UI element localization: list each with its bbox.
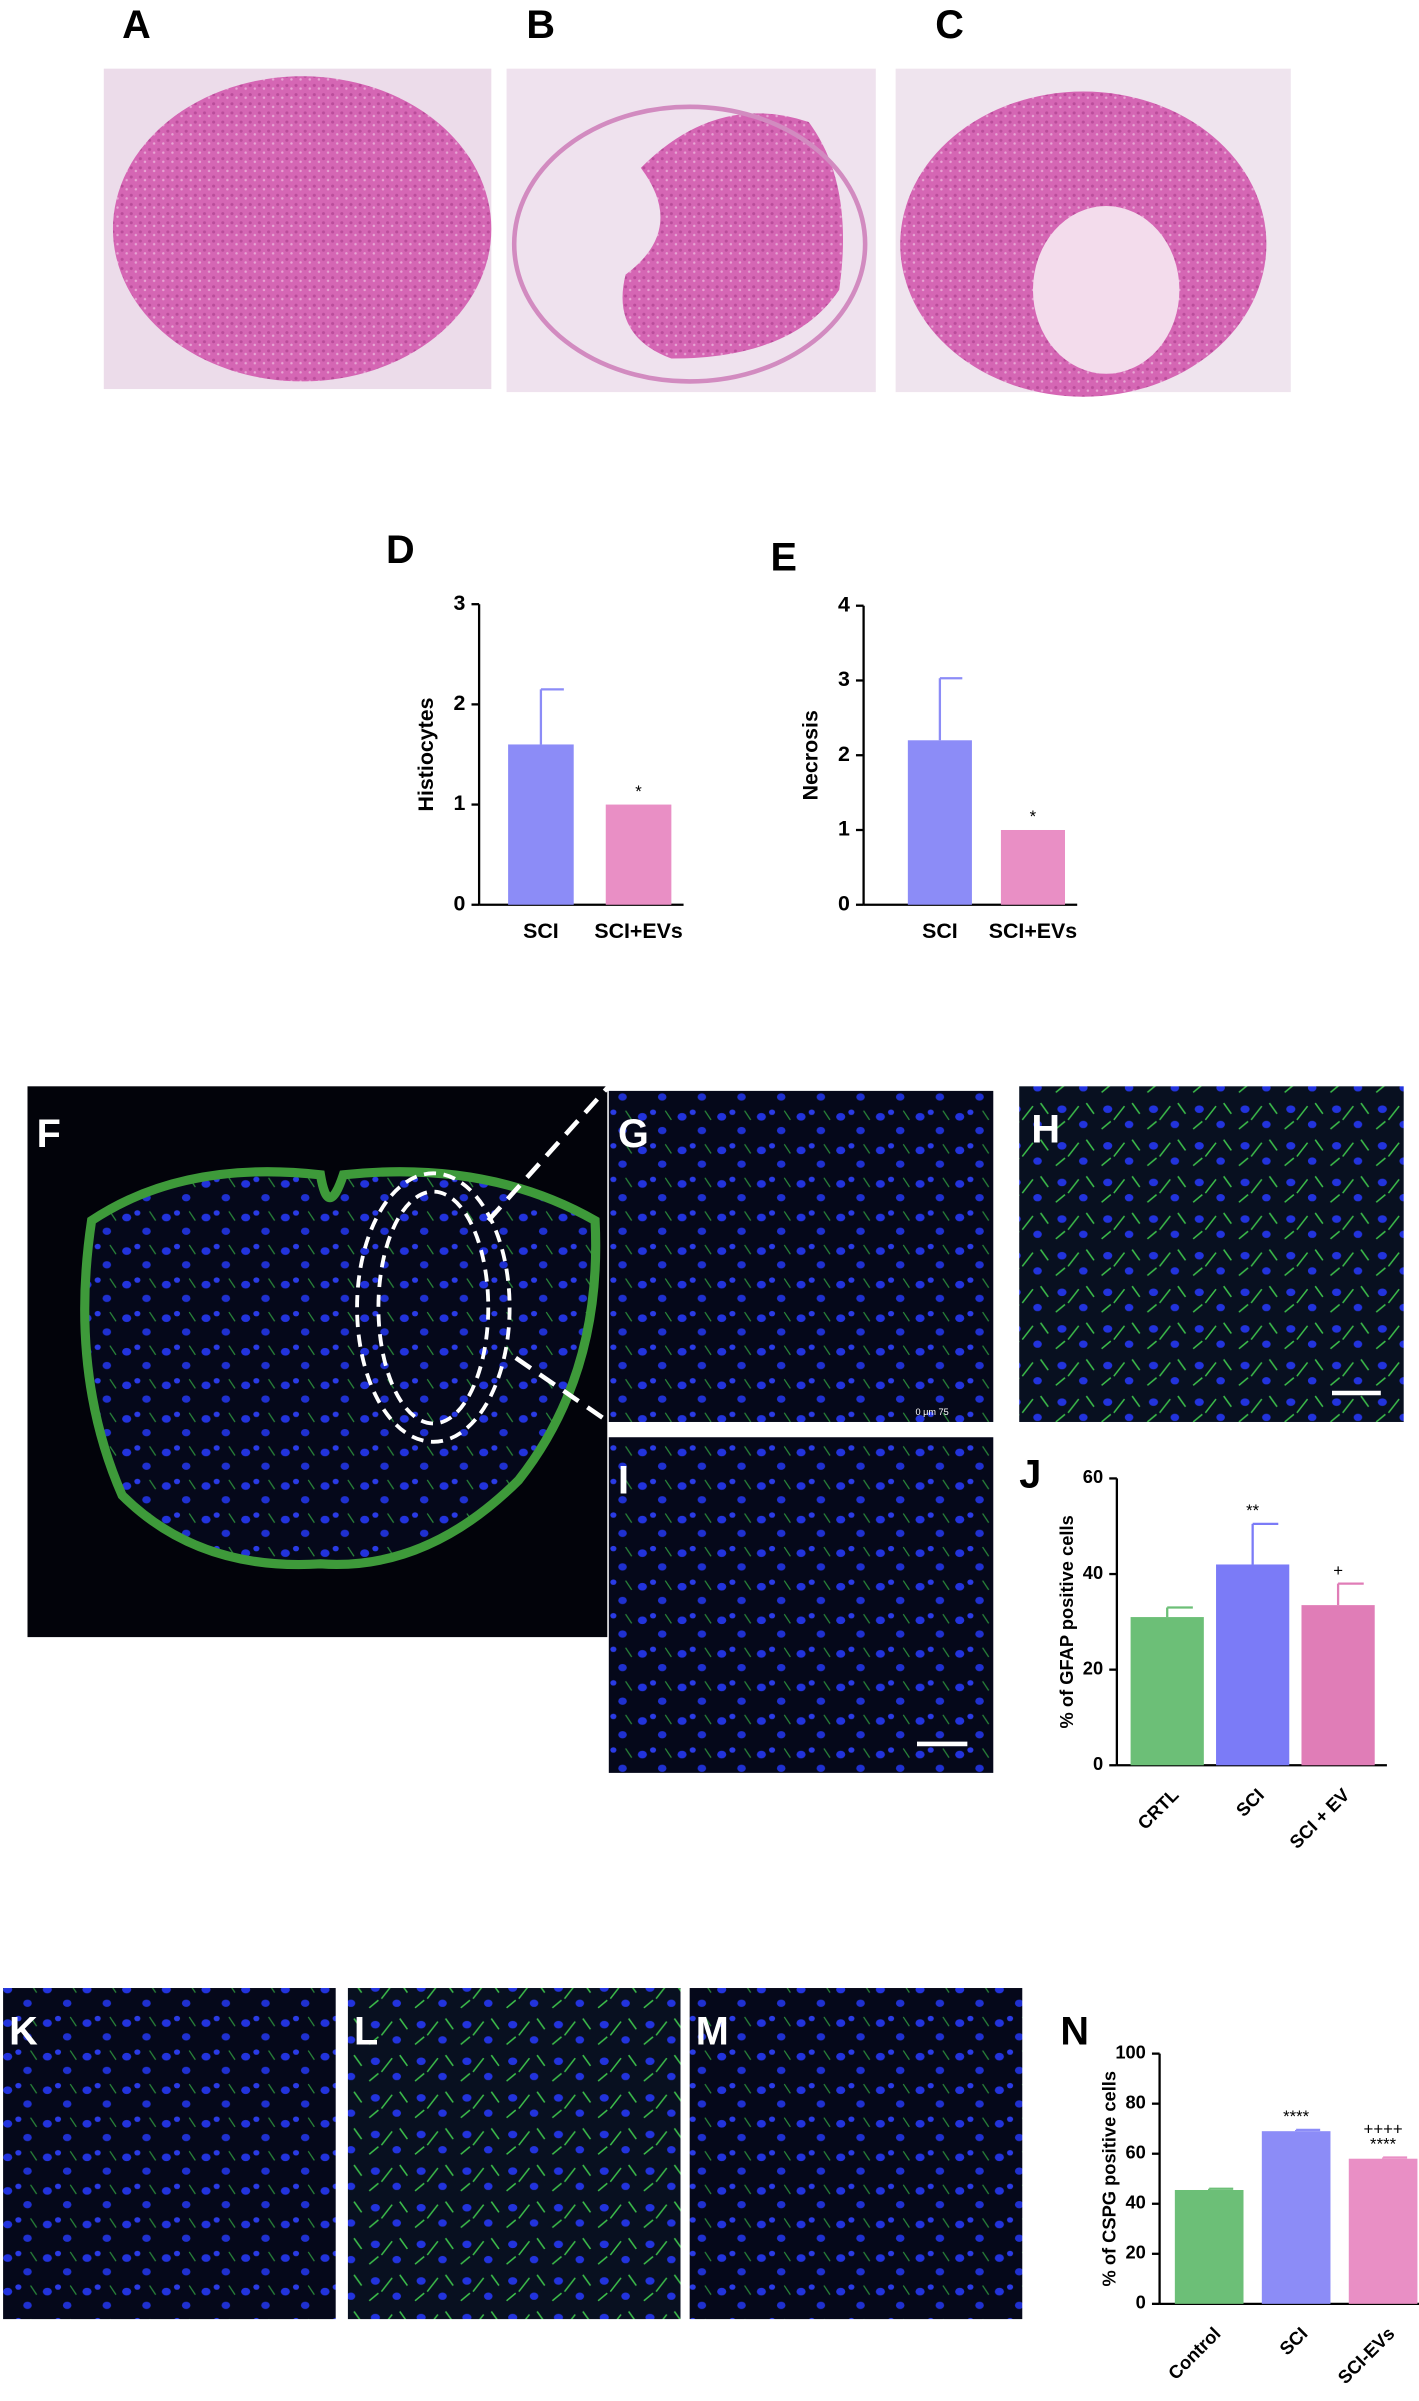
significance: * (635, 782, 642, 801)
panel-label: B (526, 3, 555, 47)
x-tick-label: SCI + EV (1285, 1784, 1354, 1853)
y-tick-label: 1 (453, 791, 465, 815)
y-tick-label: 20 (1125, 2242, 1145, 2263)
roi (355, 1171, 512, 1444)
fluorescence-image (608, 1090, 994, 1422)
y-tick-label: 40 (1125, 2192, 1145, 2213)
panel-label: K (9, 2009, 38, 2053)
y-tick-label: 0 (1136, 2292, 1146, 2313)
y-axis-label: Necrosis (798, 710, 822, 800)
bar (1216, 1564, 1290, 1766)
y-tick-label: 3 (838, 667, 850, 691)
x-tick-label: SCI (523, 919, 559, 943)
x-tick-label: SCI-EVs (1333, 2323, 1398, 2388)
y-axis-label: Histiocytes (414, 697, 438, 811)
panel-label: E (771, 535, 797, 579)
fluorescence-image (689, 1988, 1023, 2320)
bar (605, 804, 672, 905)
panel-label: I (618, 1458, 629, 1502)
bar (508, 744, 574, 905)
zoom-line (486, 1084, 611, 1223)
bar (1000, 829, 1065, 905)
panel-label: J (1019, 1452, 1041, 1496)
y-axis-label: % of GFAP positive cells (1056, 1515, 1077, 1728)
panel-label: F (37, 1112, 61, 1156)
fluorescence-image (3, 1988, 336, 2320)
roi (376, 1189, 491, 1426)
y-tick-label: 40 (1083, 1562, 1103, 1583)
tissue (112, 76, 492, 382)
x-tick-label: SCI (1232, 1784, 1268, 1820)
y-tick-label: 4 (838, 592, 850, 616)
y-tick-label: 3 (453, 591, 465, 615)
panel-label: L (354, 2009, 378, 2053)
y-tick-label: 20 (1083, 1657, 1103, 1678)
fluorescence-image (347, 1988, 681, 2320)
bar (1261, 2131, 1331, 2304)
panel-label: H (1031, 1108, 1060, 1152)
significance: * (1030, 807, 1037, 826)
spinal-cord (80, 1167, 601, 1570)
y-tick-label: 2 (453, 691, 465, 715)
y-tick-label: 0 (838, 891, 850, 915)
x-tick-label: Control (1164, 2323, 1225, 2384)
lesion (1032, 205, 1180, 374)
fluorescence-image (1019, 1086, 1404, 1422)
panel-label: D (386, 528, 415, 572)
panel-label: C (935, 3, 964, 47)
y-tick-label: 60 (1083, 1466, 1103, 1487)
bar (1348, 2158, 1418, 2304)
x-tick-label: SCI (922, 919, 958, 943)
bar (1301, 1605, 1375, 1766)
panel-label: G (618, 1112, 649, 1156)
y-tick-label: 2 (838, 742, 850, 766)
y-tick-label: 60 (1125, 2142, 1145, 2163)
panel-label: A (122, 3, 151, 47)
bar (1174, 2189, 1244, 2304)
panel-label: N (1060, 2009, 1089, 2053)
significance: ++++ (1364, 2119, 1403, 2138)
x-tick-label: SCI+EVs (594, 919, 682, 943)
significance: **** (1283, 2107, 1310, 2126)
tissue (622, 113, 844, 359)
zoom-line (514, 1356, 611, 1424)
x-tick-label: SCI+EVs (989, 919, 1077, 943)
significance: ** (1246, 1501, 1260, 1520)
bar (1130, 1617, 1204, 1766)
y-tick-label: 0 (1093, 1753, 1103, 1774)
x-tick-label: SCI (1275, 2323, 1311, 2359)
panel-label: M (696, 2009, 729, 2053)
y-tick-label: 100 (1115, 2041, 1146, 2062)
significance: + (1333, 1561, 1343, 1580)
tissue-outline (511, 104, 868, 384)
y-tick-label: 0 (453, 891, 465, 915)
x-tick-label: CRTL (1133, 1784, 1182, 1833)
fluorescence-image (608, 1437, 994, 1773)
y-tick-label: 80 (1125, 2091, 1145, 2112)
bar (907, 740, 972, 905)
y-axis-label: % of CSPG positive cells (1099, 2071, 1120, 2287)
significance: **** (1370, 2135, 1397, 2154)
scale-label: 0 μm 75 (915, 1407, 948, 1417)
y-tick-label: 1 (838, 817, 850, 841)
